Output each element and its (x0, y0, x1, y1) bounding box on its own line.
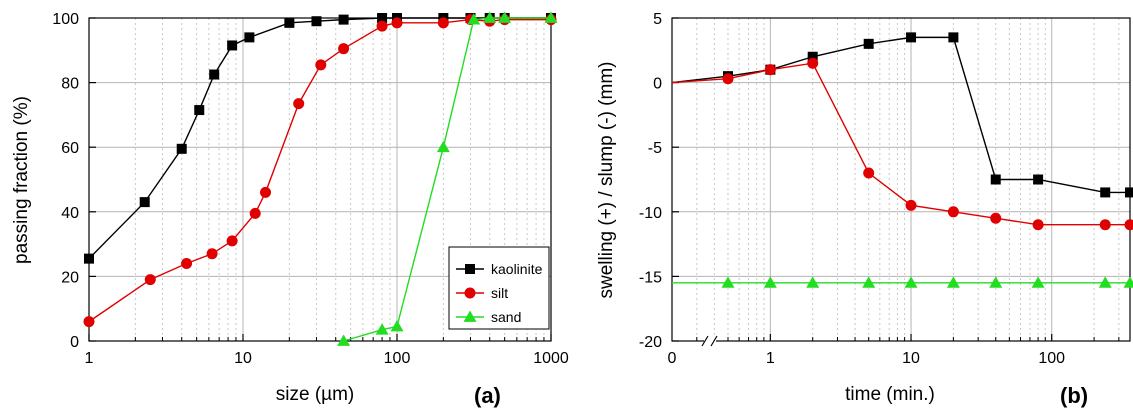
panel-a-silt-point (227, 235, 238, 246)
panel-b-plot-frame (672, 18, 1130, 341)
panel-a-kaolinite-point (194, 105, 204, 115)
panel-a-kaolinite-point (177, 144, 187, 154)
panel-b-ticks: 0 1 10 100 -20 -15 -10 -5 0 5 (639, 11, 1119, 367)
panel-b-chart: 0 1 10 100 -20 -15 -10 -5 0 5 time (min.) swellin… (596, 11, 1133, 408)
panel-b-kaolinite-point (991, 175, 1001, 185)
panel-a-x-tick-label: 10 (234, 350, 252, 367)
panel-b-kaolinite-point (864, 39, 874, 49)
panel-a-y-tick-label: 60 (61, 140, 79, 157)
panel-b-label: (b) (1060, 383, 1088, 408)
panel-b-sand-point (1124, 276, 1133, 287)
panel-a-silt-point (181, 258, 192, 269)
legend-kaolinite-label: kaolinite (491, 261, 543, 277)
panel-b-silt-point (990, 213, 1001, 224)
panel-b-silt-point (1100, 219, 1111, 230)
panel-a-kaolinite-point (84, 254, 94, 264)
panel-a-silt-point (207, 248, 218, 259)
panel-a-chart: 1 10 100 1000 0 20 40 60 80 100 size (µm) passing… (11, 11, 569, 408)
panel-b-sand-point (764, 276, 777, 287)
panel-a-y-axis-label: passing fraction (%) (11, 96, 32, 264)
panel-a-silt-point (260, 187, 271, 198)
panel-a-silt-point (438, 17, 449, 28)
panel-b-kaolinite-point (1100, 187, 1110, 197)
panel-a-y-tick-label: 0 (70, 334, 79, 351)
panel-b-silt-point (1125, 219, 1133, 230)
legend-sand-label: sand (491, 309, 521, 325)
panel-b-silt-point (722, 73, 733, 84)
panel-a-y-tick-label: 40 (61, 205, 79, 222)
panel-b-silt-point (1033, 219, 1044, 230)
panel-b-y-tick-label: -10 (639, 205, 662, 222)
panel-b-x-tick-label: 1 (766, 350, 775, 367)
panel-b-x-tick-label: 10 (902, 350, 920, 367)
panel-a-silt-point (377, 21, 388, 32)
panel-b-grid (672, 18, 1130, 341)
panel-b-x-axis-label: time (min.) (845, 384, 935, 405)
panel-a-x-tick-label: 1000 (533, 350, 569, 367)
panel-b-silt-point (863, 168, 874, 179)
panel-b-y-tick-label: -5 (648, 140, 662, 157)
panel-a-kaolinite-point (311, 16, 321, 26)
panel-a-kaolinite-line (89, 18, 551, 259)
panel-a-x-axis-label: size (µm) (276, 384, 355, 405)
panel-b-kaolinite-line (672, 37, 1130, 192)
panel-b-sand-point (989, 276, 1002, 287)
panel-a-y-tick-label: 20 (61, 269, 79, 286)
panel-a-y-tick-label: 100 (52, 11, 79, 28)
panel-b-silt-point (807, 58, 818, 69)
panel-b-sand-point (947, 276, 960, 287)
panel-a-silt-point (84, 316, 95, 327)
panel-a-x-tick-label: 100 (384, 350, 411, 367)
panel-b-sand-point (721, 276, 734, 287)
panel-b-kaolinite-point (1033, 175, 1043, 185)
panel-b-series (672, 32, 1133, 287)
panel-a-sand-point (437, 141, 450, 152)
panel-b-y-axis-label: swelling (+) / slump (-) (mm) (596, 62, 617, 299)
panel-a-silt-point (145, 274, 156, 285)
panel-b-sand-point (862, 276, 875, 287)
panel-b-kaolinite-point (948, 32, 958, 42)
panel-b-x-tick-label: 0 (668, 350, 677, 367)
panel-a-silt-point (293, 98, 304, 109)
panel-a-kaolinite-point (339, 15, 349, 25)
panel-a-silt-point (315, 59, 326, 70)
panel-a-y-tick-label: 80 (61, 76, 79, 93)
panel-b-kaolinite-point (1125, 187, 1133, 197)
panel-b-silt-point (906, 200, 917, 211)
panel-b-y-tick-label: -20 (639, 334, 662, 351)
panel-a-kaolinite-point (140, 197, 150, 207)
panel-b-sand-point (905, 276, 918, 287)
panel-a-kaolinite-point (284, 18, 294, 28)
panel-b-sand-point (806, 276, 819, 287)
panel-a-x-tick-label: 1 (85, 350, 94, 367)
panel-a-silt-point (392, 17, 403, 28)
panel-b-silt-point (948, 206, 959, 217)
panel-b-y-tick-label: 5 (653, 11, 662, 28)
panel-b-silt-point (765, 64, 776, 75)
legend-silt-marker (465, 288, 476, 299)
legend-silt-label: silt (491, 285, 508, 301)
panel-a-kaolinite-point (244, 32, 254, 42)
panel-a-kaolinite-point (227, 40, 237, 50)
panel-b-x-tick-label: 100 (1038, 350, 1065, 367)
panel-b-sand-point (1032, 276, 1045, 287)
panel-b-y-tick-label: 0 (653, 76, 662, 93)
panel-b-y-tick-label: -15 (639, 269, 662, 286)
panel-a-silt-point (250, 208, 261, 219)
panel-b-kaolinite-point (906, 32, 916, 42)
panel-a-silt-point (338, 43, 349, 54)
panel-a-sand-point (391, 320, 404, 331)
legend: kaolinite silt sand (449, 247, 549, 329)
legend-kaolinite-marker (465, 264, 475, 274)
panel-a-label: (a) (474, 383, 501, 408)
panel-a-kaolinite-point (209, 70, 219, 80)
panel-b-silt-line (672, 63, 1130, 225)
panel-b-sand-point (1099, 276, 1112, 287)
